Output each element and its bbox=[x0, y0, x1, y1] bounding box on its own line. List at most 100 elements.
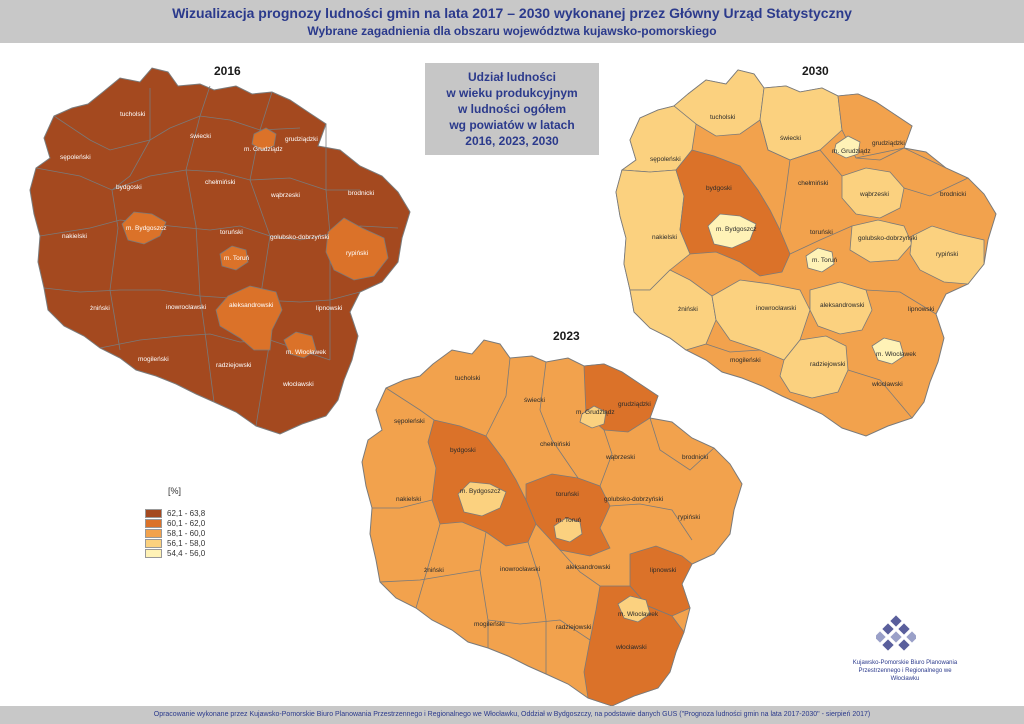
district-label: golubsko-dobrzyński bbox=[604, 496, 663, 503]
district-label: rypiński bbox=[936, 251, 958, 258]
district-label: mogileński bbox=[730, 357, 761, 364]
description-line: w ludności ogółem bbox=[457, 102, 566, 116]
district-label: sępoleński bbox=[650, 156, 681, 163]
district-wloclawek-city-2030 bbox=[871, 337, 905, 365]
district-label: chełmiński bbox=[540, 441, 570, 448]
map-2023: 2023 bbox=[361, 329, 743, 707]
organization-name: Kujawsko-Pomorskie Biuro Planowania Prze… bbox=[850, 659, 960, 683]
district-label: lipnowski bbox=[650, 567, 676, 574]
district-torunski-2023 bbox=[525, 473, 611, 557]
district-label: radziejowski bbox=[556, 624, 591, 631]
description-line: 2016, 2023, 2030 bbox=[465, 134, 559, 148]
district-label: włocławski bbox=[282, 381, 314, 388]
district-label: grudziądzki bbox=[872, 140, 905, 147]
district-label: tucholski bbox=[455, 375, 480, 382]
district-label: m. Bydgoszcz bbox=[126, 225, 166, 232]
source-footer: Opracowanie wykonane przez Kujawsko-Pomo… bbox=[0, 706, 1024, 724]
description-line: Udział ludności bbox=[467, 70, 556, 84]
district-label: bydgoski bbox=[706, 185, 732, 192]
district-label: lipnowski bbox=[908, 306, 934, 313]
district-zninski-2030 bbox=[629, 269, 717, 351]
district-label: m. Włocławek bbox=[286, 349, 327, 356]
district-label: mogileński bbox=[138, 356, 169, 363]
district-label: mogileński bbox=[474, 621, 505, 628]
district-label: wąbrzeski bbox=[859, 191, 889, 198]
district-label: golubsko-dobrzyński bbox=[270, 234, 329, 241]
district-labels-2016: tucholski świecki m. Grudziądz grudziądz… bbox=[60, 111, 374, 388]
district-label: rypiński bbox=[678, 514, 700, 521]
district-label: m. Toruń bbox=[224, 255, 250, 262]
district-label: toruński bbox=[556, 491, 579, 498]
legend-swatch bbox=[145, 529, 162, 538]
legend-swatch bbox=[145, 539, 162, 548]
district-label: toruński bbox=[810, 229, 833, 236]
district-grudziadz-city-2030 bbox=[833, 135, 861, 159]
district-label: brodnicki bbox=[682, 454, 708, 461]
district-label: toruński bbox=[220, 229, 243, 236]
region-outline-2016 bbox=[29, 67, 411, 435]
district-label: aleksandrowski bbox=[229, 302, 273, 309]
district-label: radziejowski bbox=[810, 361, 845, 368]
district-torun-city-2016 bbox=[219, 245, 249, 271]
district-label: żniński bbox=[678, 306, 698, 313]
map-2016: 2016 bbox=[29, 64, 411, 435]
legend-swatch bbox=[145, 509, 162, 518]
district-wloclawek-city-2016 bbox=[283, 331, 317, 359]
district-label: m. Włocławek bbox=[618, 611, 659, 618]
district-grudziadz-city-2023 bbox=[579, 405, 607, 429]
district-label: aleksandrowski bbox=[820, 302, 864, 309]
district-label: m. Włocławek bbox=[876, 351, 917, 358]
district-label: bydgoski bbox=[116, 184, 142, 191]
district-label: rypiński bbox=[346, 250, 368, 257]
district-labels-2030: tucholski świecki m. Grudziądz grudziądz… bbox=[650, 114, 966, 388]
district-label: nakielski bbox=[62, 233, 87, 240]
district-rypinski-2016 bbox=[325, 217, 389, 281]
district-label: chełmiński bbox=[205, 179, 235, 186]
legend-swatch bbox=[145, 519, 162, 528]
district-borders-2023 bbox=[372, 357, 715, 674]
district-label: m. Grudziądz bbox=[832, 148, 871, 155]
map-year-label: 2030 bbox=[802, 64, 829, 78]
district-wabrzeski-2030 bbox=[841, 167, 905, 219]
district-label: inowrocławski bbox=[756, 305, 796, 312]
legend-label: 60,1 - 62,0 bbox=[167, 519, 206, 528]
page-title: Wizualizacja prognozy ludności gmin na l… bbox=[172, 5, 852, 21]
district-torun-city-2030 bbox=[805, 247, 835, 273]
legend-label: 56,1 - 58,0 bbox=[167, 539, 206, 548]
district-bydgoszcz-city-2030 bbox=[707, 213, 757, 249]
district-label: włocławski bbox=[871, 381, 903, 388]
legend-label: 58,1 - 60,0 bbox=[167, 529, 206, 538]
district-torun-city-2023 bbox=[553, 517, 583, 543]
district-label: sępoleński bbox=[394, 418, 425, 425]
district-label: golubsko-dobrzyński bbox=[858, 235, 917, 242]
district-bydgoszcz-city-2016 bbox=[121, 211, 167, 245]
district-labels-2023: tucholski świecki m. Grudziądz grudziądz… bbox=[394, 375, 708, 651]
district-wloclawek-city-2023 bbox=[617, 595, 651, 623]
map-legend: [%] 62,1 - 63,8 60,1 - 62,0 58,1 - 60,0 … bbox=[145, 486, 265, 566]
legend-label: 54,4 - 56,0 bbox=[167, 549, 206, 558]
map-2030: 2030 bbox=[615, 64, 997, 437]
district-wloclawski-2023 bbox=[583, 585, 685, 707]
district-label: m. Toruń bbox=[556, 517, 582, 524]
district-label: żniński bbox=[424, 567, 444, 574]
description-line: wg powiatów w latach bbox=[449, 118, 575, 132]
district-label: tucholski bbox=[120, 111, 145, 118]
map-year-label: 2023 bbox=[553, 329, 580, 343]
district-label: tucholski bbox=[710, 114, 735, 121]
map-year-label: 2016 bbox=[214, 64, 241, 78]
district-golubsko-2030 bbox=[849, 219, 913, 263]
district-label: świecki bbox=[190, 133, 211, 140]
district-borders-2030 bbox=[705, 119, 969, 419]
district-label: grudziądzki bbox=[285, 136, 318, 143]
district-label: nakielski bbox=[652, 234, 677, 241]
district-label: brodnicki bbox=[348, 190, 374, 197]
organization-name-line: Kujawsko-Pomorskie Biuro Planowania bbox=[852, 660, 958, 666]
district-label: m. Grudziądz bbox=[244, 146, 283, 153]
district-label: wąbrzeski bbox=[270, 192, 300, 199]
district-label: nakielski bbox=[396, 496, 421, 503]
district-label: świecki bbox=[524, 397, 545, 404]
district-aleksandrowski-2016 bbox=[215, 285, 283, 351]
district-label: żniński bbox=[90, 305, 110, 312]
district-label: radziejowski bbox=[216, 362, 251, 369]
district-label: m. Toruń bbox=[812, 257, 838, 264]
